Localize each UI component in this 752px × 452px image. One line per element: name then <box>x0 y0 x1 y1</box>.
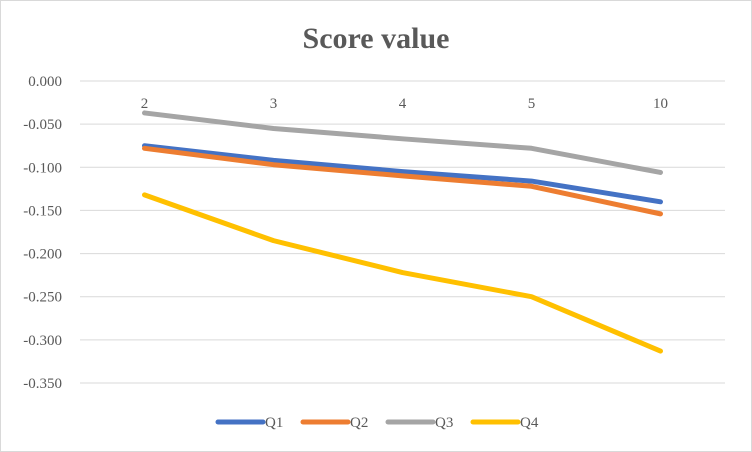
y-tick-label: 0.000 <box>28 74 62 90</box>
y-tick-label: -0.350 <box>23 376 62 392</box>
x-tick-label: 2 <box>141 96 149 112</box>
y-tick-label: -0.200 <box>23 247 62 263</box>
y-tick-label: -0.100 <box>23 160 62 176</box>
legend-label: Q3 <box>435 415 453 431</box>
x-tick-label: 10 <box>653 96 668 112</box>
y-tick-label: -0.300 <box>23 333 62 349</box>
chart-title: Score value <box>303 22 450 55</box>
x-axis-ticks: 2 3 4 5 10 <box>141 96 668 112</box>
gridlines <box>80 80 725 384</box>
x-tick-label: 4 <box>399 96 407 112</box>
y-tick-label: -0.050 <box>23 117 62 133</box>
legend-label: Q4 <box>520 415 539 431</box>
x-tick-label: 3 <box>270 96 278 112</box>
series-line-q3 <box>142 110 663 175</box>
y-tick-label: -0.250 <box>23 290 62 306</box>
legend: Q1 Q2 Q3 Q4 <box>215 415 539 431</box>
series-lines <box>142 110 663 354</box>
series-line-q4 <box>142 192 663 354</box>
y-axis-ticks: 0.000 -0.050 -0.100 -0.150 -0.200 -0.250 -0.30… <box>23 74 62 392</box>
legend-label: Q2 <box>350 415 368 431</box>
x-tick-label: 5 <box>528 96 536 112</box>
series-line-q2 <box>142 145 663 217</box>
legend-label: Q1 <box>265 415 283 431</box>
series-line-q1 <box>142 143 663 205</box>
y-tick-label: -0.150 <box>23 203 62 219</box>
